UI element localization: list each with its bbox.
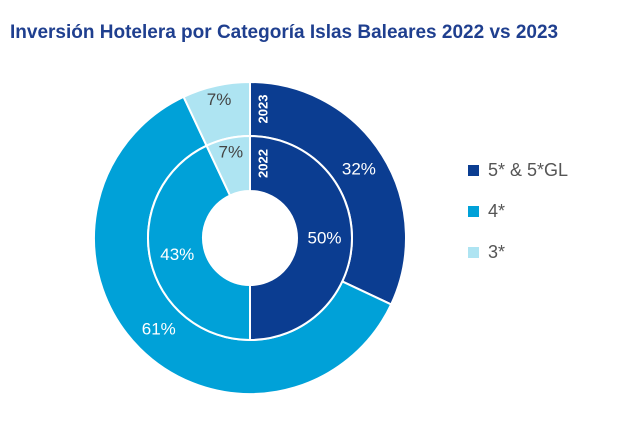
chart-title: Inversión Hotelera por Categoría Islas B… xyxy=(10,22,559,43)
ring-label-2022: 2022 xyxy=(256,149,271,178)
slice-2022-1 xyxy=(249,134,353,342)
slice-2022-2 xyxy=(147,144,251,342)
legend-item: 4* xyxy=(468,191,568,232)
legend-swatch xyxy=(468,247,479,258)
donut-slices xyxy=(93,80,407,395)
legend-label: 3* xyxy=(488,242,506,262)
legend: 5* & 5*GL 4* 3* xyxy=(468,150,568,273)
legend-item: 5* & 5*GL xyxy=(468,150,568,191)
legend-swatch xyxy=(468,165,479,176)
legend-item: 3* xyxy=(468,232,568,273)
data-label-2023-1: 32% xyxy=(342,159,376,178)
legend-label: 5* & 5*GL xyxy=(488,160,569,180)
data-label-2022-2: 43% xyxy=(160,245,194,264)
legend-swatch xyxy=(468,206,479,217)
donut-labels: 32% 61% 7% 2023 50% 43% 7% 2022 xyxy=(142,90,376,339)
ring-label-2023: 2023 xyxy=(256,95,271,124)
legend-label: 4* xyxy=(488,201,506,221)
data-label-2023-2: 61% xyxy=(142,320,176,339)
data-label-2022-3: 7% xyxy=(219,143,244,162)
data-label-2023-3: 7% xyxy=(207,90,232,109)
data-label-2022-1: 50% xyxy=(307,229,341,248)
slice-2022-3 xyxy=(205,134,251,197)
